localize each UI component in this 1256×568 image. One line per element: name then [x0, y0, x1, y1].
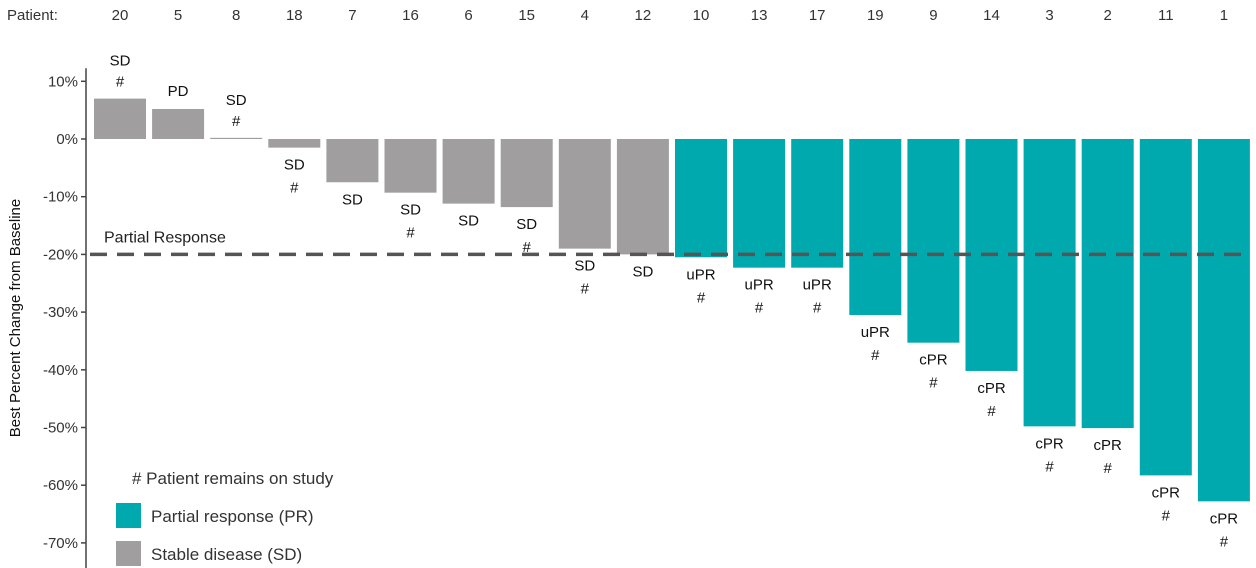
legend-label-pr: Partial response (PR): [151, 507, 314, 526]
bar: [616, 139, 669, 255]
on-study-marker: #: [1045, 458, 1054, 475]
response-label: SD: [284, 157, 305, 174]
patient-id-label: 18: [286, 7, 303, 24]
on-study-marker: #: [813, 300, 822, 317]
patient-id-label: 11: [1158, 7, 1174, 24]
bar: [500, 139, 553, 208]
y-tick-label: -70%: [43, 535, 78, 552]
patient-id-label: 17: [809, 7, 826, 24]
y-tick-label: -50%: [43, 420, 78, 437]
on-study-marker: #: [1220, 533, 1229, 550]
reference-line-label: Partial Response: [104, 229, 226, 246]
response-label: uPR: [861, 324, 890, 341]
on-study-marker: #: [1162, 507, 1171, 524]
y-tick-label: -30%: [43, 304, 78, 321]
bar: [1023, 139, 1076, 427]
bar: [442, 139, 495, 204]
patient-header: Patient:: [7, 7, 58, 24]
bar: [326, 139, 379, 183]
response-label: SD: [458, 213, 479, 230]
response-label: uPR: [745, 277, 774, 294]
response-label: SD: [400, 202, 421, 219]
legend-note: # Patient remains on study: [132, 469, 334, 488]
on-study-marker: #: [290, 180, 299, 197]
bar: [1139, 139, 1192, 476]
patient-id-label: 12: [635, 7, 652, 24]
response-label: uPR: [686, 266, 715, 283]
bar: [558, 139, 611, 249]
response-label: cPR: [1035, 435, 1064, 452]
patient-id-label: 1: [1220, 7, 1228, 24]
y-tick-label: 0%: [56, 131, 78, 148]
on-study-marker: #: [755, 300, 764, 317]
bar: [907, 139, 960, 343]
bar: [733, 139, 786, 268]
legend-swatch-pr: [116, 503, 141, 528]
on-study-marker: #: [232, 113, 241, 130]
response-label: cPR: [977, 380, 1006, 397]
patient-id-label: 5: [174, 7, 182, 24]
response-label: uPR: [803, 277, 832, 294]
bar: [791, 139, 844, 268]
on-study-marker: #: [1104, 460, 1113, 477]
response-label: cPR: [1152, 484, 1181, 501]
y-axis-label: Best Percent Change from Baseline: [7, 199, 24, 437]
patient-id-label: 16: [402, 7, 419, 24]
y-tick-label: 10%: [48, 73, 78, 90]
bar: [849, 139, 902, 315]
patient-id-label: 15: [518, 7, 535, 24]
bar: [1081, 139, 1134, 429]
patient-id-label: 7: [348, 7, 356, 24]
y-tick-label: -20%: [43, 246, 78, 263]
on-study-marker: #: [871, 347, 880, 364]
on-study-marker: #: [116, 74, 125, 91]
y-tick-label: -40%: [43, 362, 78, 379]
response-label: SD: [226, 92, 247, 109]
response-label: cPR: [1210, 510, 1239, 527]
response-label: SD: [574, 258, 595, 275]
on-study-marker: #: [697, 289, 706, 306]
on-study-marker: #: [581, 281, 590, 298]
patient-id-label: 14: [983, 7, 1000, 24]
bar: [94, 98, 146, 139]
y-tick-label: -10%: [43, 189, 78, 206]
response-label: SD: [632, 263, 653, 280]
response-label: cPR: [919, 352, 948, 369]
on-study-marker: #: [987, 403, 996, 420]
patient-id-label: 10: [693, 7, 710, 24]
on-study-marker: #: [929, 375, 938, 392]
patient-id-label: 13: [751, 7, 768, 24]
bar: [268, 139, 321, 148]
bar: [210, 137, 263, 139]
patient-id-label: 6: [464, 7, 472, 24]
response-label: cPR: [1094, 437, 1123, 454]
patient-id-label: 2: [1104, 7, 1112, 24]
patient-id-label: 4: [581, 7, 589, 24]
patient-id-label: 19: [867, 7, 884, 24]
bar: [384, 139, 437, 193]
legend-swatch-sd: [116, 541, 141, 566]
response-label: PD: [168, 83, 189, 100]
response-label: SD: [516, 216, 537, 233]
patient-id-label: 8: [232, 7, 240, 24]
bar: [1197, 139, 1250, 502]
bar: [675, 139, 727, 258]
response-label: SD: [110, 53, 131, 70]
y-tick-label: -60%: [43, 477, 78, 494]
bar: [152, 108, 205, 139]
legend-label-sd: Stable disease (SD): [151, 545, 302, 564]
patient-id-label: 3: [1045, 7, 1053, 24]
patient-id-label: 9: [929, 7, 937, 24]
on-study-marker: #: [406, 225, 415, 242]
on-study-marker: #: [523, 239, 532, 256]
patient-id-label: 20: [112, 7, 129, 24]
response-label: SD: [342, 191, 363, 208]
